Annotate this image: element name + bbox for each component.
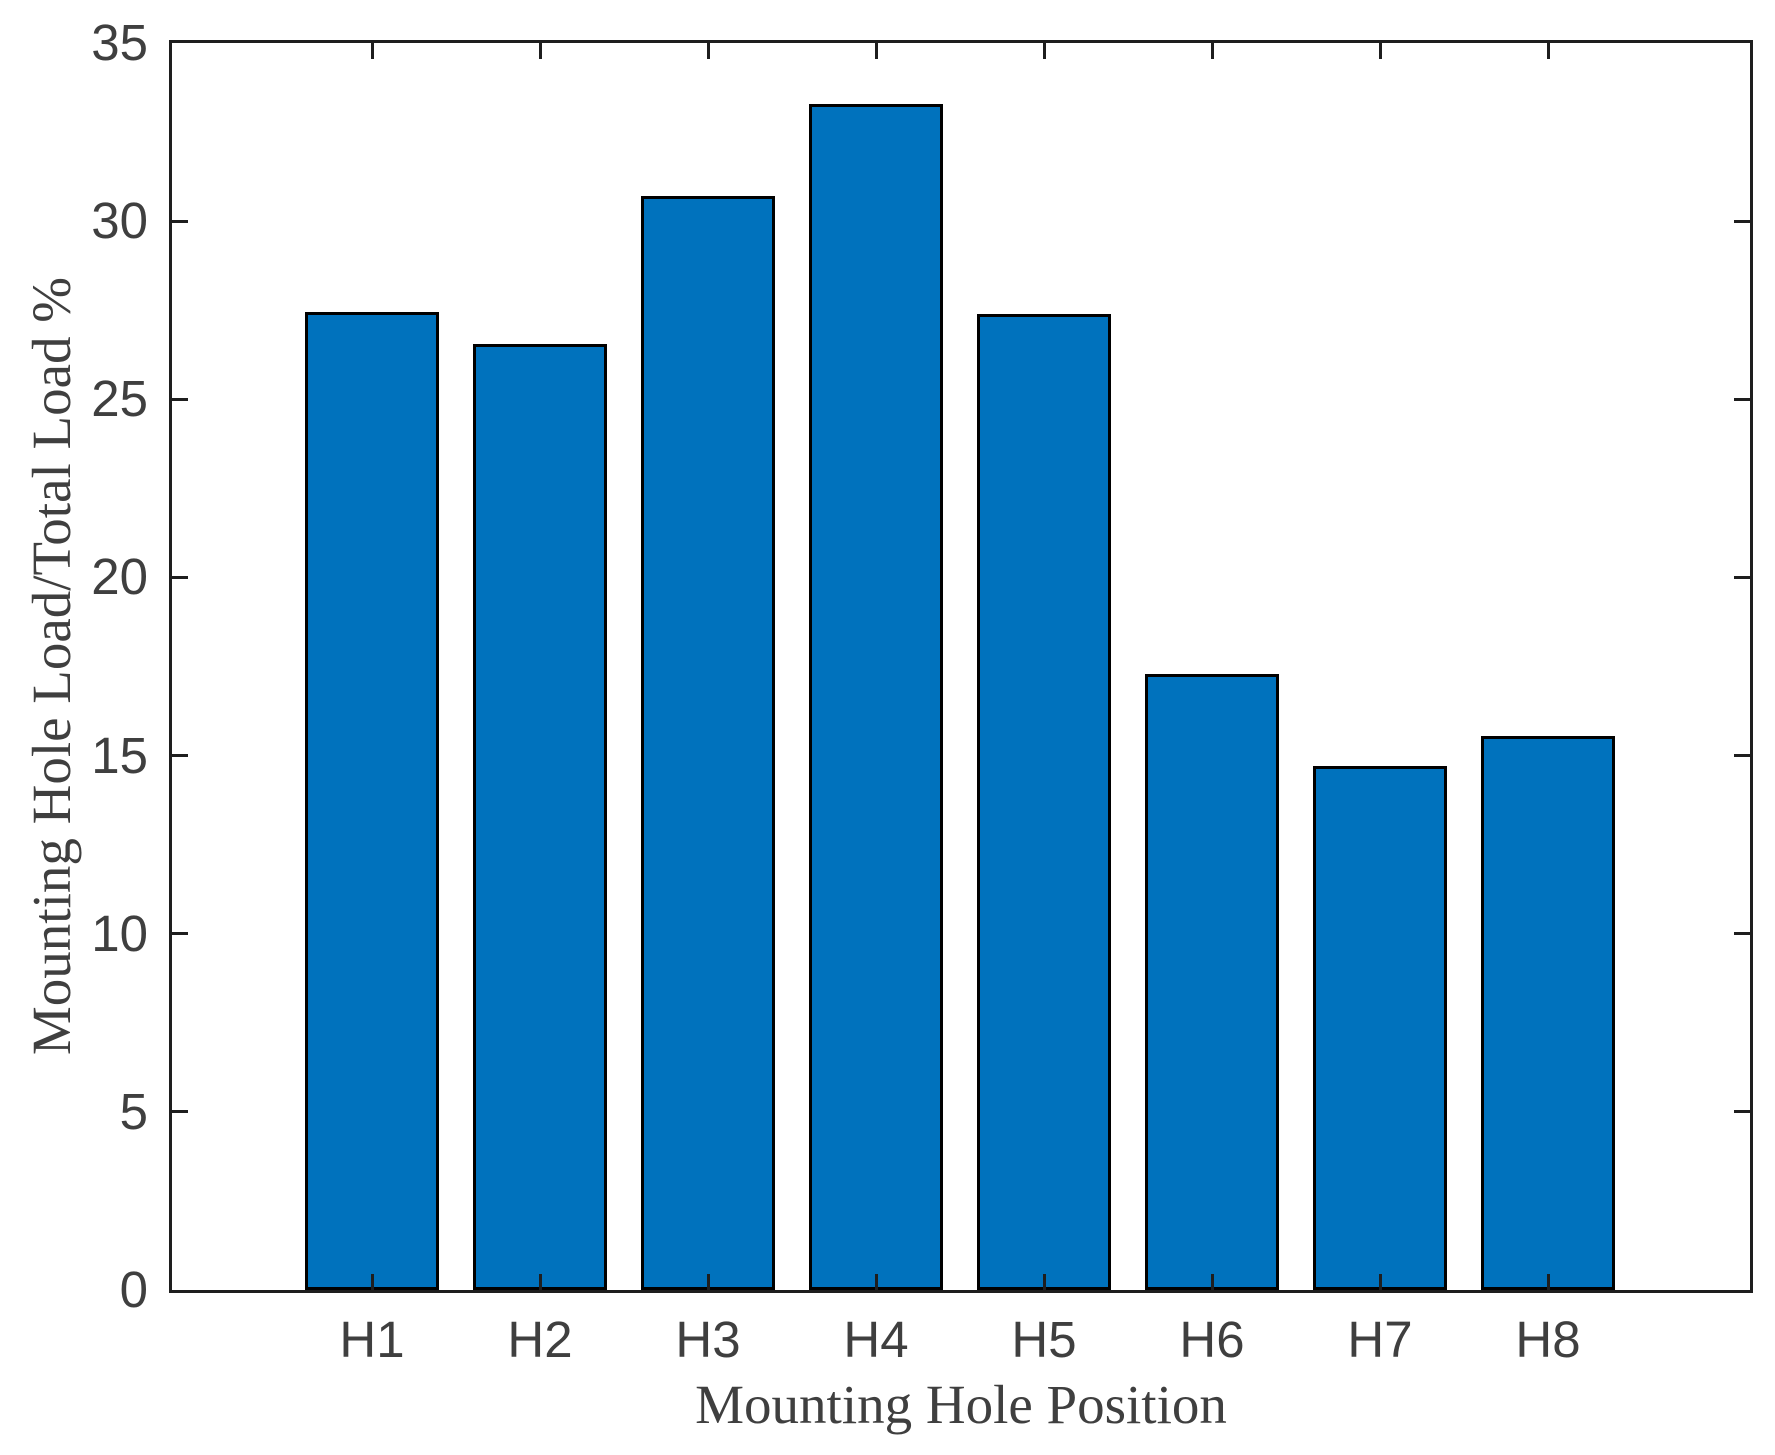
bar-h6 [1145, 673, 1279, 1290]
y-tick-left [172, 219, 188, 223]
y-tick-right [1734, 754, 1750, 758]
y-tick-label-30: 30 [91, 192, 148, 250]
y-tick-right [1734, 397, 1750, 401]
bar-h5 [977, 313, 1111, 1290]
bar-h1 [305, 312, 439, 1290]
y-tick-label-15: 15 [91, 726, 148, 784]
bar-h2 [473, 344, 607, 1290]
x-tick-top [874, 43, 878, 59]
x-tick-bottom [874, 1274, 878, 1290]
x-tick-top [538, 43, 542, 59]
x-tick-label-h2: H2 [507, 1311, 573, 1368]
y-tick-label-20: 20 [91, 548, 148, 606]
y-tick-right [1734, 575, 1750, 579]
x-axis-label: Mounting Hole Position [695, 1374, 1227, 1435]
y-tick-label-10: 10 [91, 904, 148, 962]
x-tick-label-h7: H7 [1347, 1311, 1413, 1368]
bar-h7 [1313, 766, 1447, 1290]
x-tick-top [370, 43, 374, 59]
x-tick-top [1210, 43, 1214, 59]
y-tick-left [172, 1110, 188, 1114]
y-tick-left [172, 575, 188, 579]
x-tick-label-h4: H4 [843, 1311, 909, 1368]
x-tick-bottom [706, 1274, 710, 1290]
x-tick-label-h3: H3 [675, 1311, 741, 1368]
x-tick-top [1042, 43, 1046, 59]
x-tick-bottom [370, 1274, 374, 1290]
x-tick-bottom [1546, 1274, 1550, 1290]
x-tick-top [1378, 43, 1382, 59]
x-tick-top [1546, 43, 1550, 59]
x-tick-label-h5: H5 [1011, 1311, 1077, 1368]
y-tick-right [1734, 932, 1750, 936]
y-tick-right [1734, 1110, 1750, 1114]
y-tick-left [172, 932, 188, 936]
x-tick-bottom [1210, 1274, 1214, 1290]
y-tick-label-35: 35 [91, 14, 148, 71]
y-tick-label-0: 0 [119, 1261, 148, 1318]
bar-h8 [1481, 735, 1615, 1290]
x-tick-label-h1: H1 [339, 1311, 405, 1368]
x-tick-bottom [1378, 1274, 1382, 1290]
bar-h4 [809, 103, 943, 1290]
y-tick-right [1734, 219, 1750, 223]
x-tick-top [706, 43, 710, 59]
x-tick-label-h6: H6 [1179, 1311, 1245, 1368]
x-tick-label-h8: H8 [1515, 1311, 1581, 1368]
bar-h3 [641, 196, 775, 1290]
x-tick-bottom [538, 1274, 542, 1290]
y-tick-left [172, 754, 188, 758]
y-tick-label-25: 25 [91, 370, 148, 428]
y-tick-left [172, 397, 188, 401]
y-tick-label-5: 5 [119, 1082, 148, 1140]
x-tick-bottom [1042, 1274, 1046, 1290]
plot-area [169, 40, 1753, 1293]
